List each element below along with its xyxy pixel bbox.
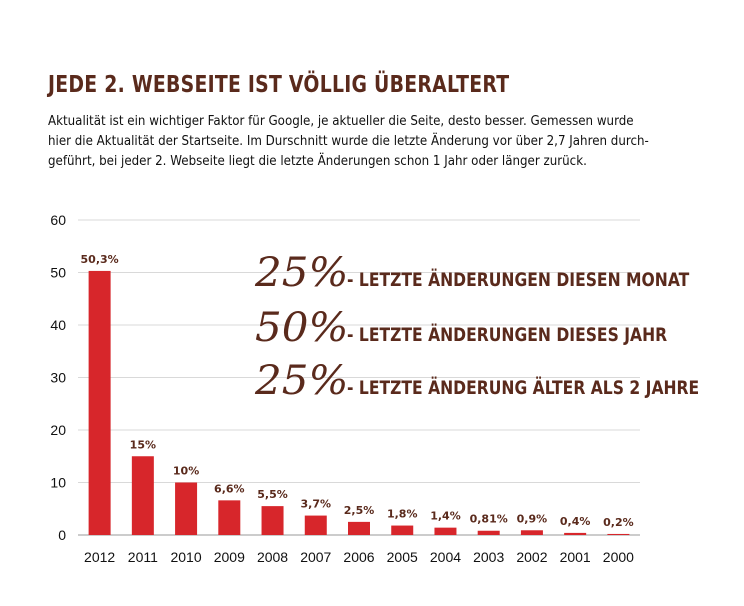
stat-row-this-month: 25% - LETZTE ÄNDERUNGEN DIESEN MONAT <box>255 250 744 296</box>
data-label: 10% <box>173 465 199 478</box>
bar <box>434 527 457 535</box>
data-label: 1,8% <box>387 508 418 521</box>
y-tick-label: 30 <box>50 370 66 386</box>
y-tick-label: 20 <box>50 422 66 438</box>
stat-row-older-2-years: 25% - LETZTE ÄNDERUNG ÄLTER ALS 2 JAHRE <box>255 358 744 404</box>
bar <box>218 500 241 535</box>
headline: JEDE 2. WEBSEITE IST VÖLLIG ÜBERALTERT <box>48 72 510 98</box>
stat-label: - LETZTE ÄNDERUNG ÄLTER ALS 2 JAHRE <box>347 377 700 399</box>
bar <box>88 270 111 535</box>
y-tick-label: 10 <box>50 475 66 491</box>
data-label: 0,81% <box>470 513 508 526</box>
y-tick-label: 0 <box>58 527 66 543</box>
x-tick-label: 2007 <box>300 549 331 565</box>
data-label: 2,5% <box>344 504 375 517</box>
x-tick-label: 2005 <box>387 549 418 565</box>
y-tick-label: 60 <box>50 212 66 228</box>
data-label: 0,9% <box>517 512 548 525</box>
intro-text: Aktualität ist ein wichtiger Faktor für … <box>48 112 678 172</box>
data-label: 0,2% <box>603 516 634 529</box>
x-tick-label: 2010 <box>170 549 201 565</box>
bar <box>564 532 587 535</box>
x-tick-label: 2011 <box>128 549 158 565</box>
data-label: 15% <box>130 438 156 451</box>
bar <box>175 482 198 535</box>
stat-label: - LETZTE ÄNDERUNGEN DIESES JAHR <box>347 324 668 346</box>
data-label: 50,3% <box>81 253 119 266</box>
data-label: 6,6% <box>214 482 245 495</box>
x-tick-label: 2008 <box>257 549 288 565</box>
stat-label: - LETZTE ÄNDERUNGEN DIESEN MONAT <box>347 269 690 291</box>
x-tick-label: 2001 <box>560 549 591 565</box>
x-tick-label: 2003 <box>473 549 504 565</box>
x-tick-label: 2002 <box>516 549 547 565</box>
stat-percent: 25% <box>255 358 349 404</box>
x-tick-label: 2004 <box>430 549 461 565</box>
bar <box>131 456 154 535</box>
bar <box>304 515 327 535</box>
x-tick-label: 2000 <box>603 549 634 565</box>
bar <box>607 533 630 535</box>
stat-percent: 50% <box>255 305 349 351</box>
x-tick-label: 2009 <box>214 549 245 565</box>
y-tick-label: 40 <box>50 317 66 333</box>
intro-line: hier die Aktualität der Startseite. Im D… <box>48 134 649 149</box>
bar <box>348 521 370 535</box>
stat-percent: 25% <box>255 250 349 296</box>
data-label: 5,5% <box>257 488 288 501</box>
data-label: 0,4% <box>560 515 591 528</box>
intro-line: geführt, bei jeder 2. Webseite liegt die… <box>48 154 587 169</box>
bar <box>520 530 543 535</box>
x-tick-label: 2006 <box>343 549 374 565</box>
bar <box>391 525 414 535</box>
stat-row-this-year: 50% - LETZTE ÄNDERUNGEN DIESES JAHR <box>255 305 737 351</box>
bar <box>261 506 284 535</box>
data-label: 1,4% <box>430 510 461 523</box>
y-tick-label: 50 <box>50 265 66 281</box>
bar <box>477 530 500 535</box>
x-tick-label: 2012 <box>84 549 115 565</box>
data-label: 3,7% <box>301 498 332 511</box>
intro-line: Aktualität ist ein wichtiger Faktor für … <box>48 114 634 129</box>
